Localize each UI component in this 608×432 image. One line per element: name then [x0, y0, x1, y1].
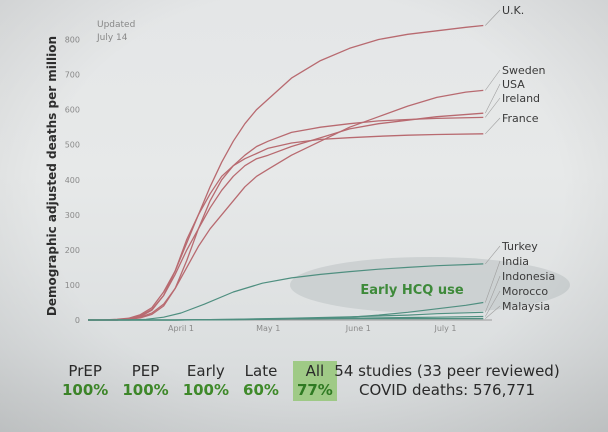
y-tick-label: 500 [65, 141, 80, 150]
label-leader [485, 305, 501, 319]
study-summary: 54 studies (33 peer reviewed) COVID deat… [327, 362, 567, 400]
y-tick-label: 800 [65, 36, 80, 45]
y-axis-label: Demographic adjusted deaths per million [45, 36, 59, 316]
series-label: France [502, 112, 539, 125]
update-note: July 14 [96, 33, 128, 43]
series-line-sweden [88, 89, 484, 321]
stat-value: 77% [296, 381, 333, 399]
series-line-turkey [88, 263, 484, 321]
series-label: Turkey [501, 240, 538, 253]
annotation-label: Early HCQ use [360, 283, 464, 298]
x-tick-label: May 1 [256, 324, 280, 333]
label-leader [485, 290, 501, 317]
stat-late: Late 60% [243, 362, 279, 400]
y-tick-label: 400 [65, 176, 80, 185]
y-tick-label: 100 [65, 281, 80, 290]
stat-label: Early [186, 362, 225, 380]
stat-value: 60% [243, 381, 279, 399]
series-line-uk [88, 24, 484, 321]
label-leader [485, 245, 501, 265]
stat-all: All 77% [292, 361, 337, 401]
series-label: U.K. [502, 4, 524, 17]
stat-label: PEP [131, 362, 160, 380]
label-leader [485, 117, 501, 135]
stat-value: 100% [122, 381, 169, 399]
y-tick-label: 700 [65, 71, 80, 80]
series-label: Indonesia [502, 270, 555, 283]
label-leader [484, 260, 501, 303]
x-tick-label: April 1 [168, 324, 194, 333]
stat-label: All [305, 362, 325, 380]
y-tick-label: 300 [65, 211, 80, 220]
deaths-chart: Early HCQ use 0 100 200 300 400 500 600 700 800 Ap… [45, 4, 570, 333]
series-line-ireland [88, 116, 484, 321]
effectiveness-stats: PrEP 100% PEP 100% Early 100% Late 60% A… [62, 361, 337, 401]
series-label: USA [502, 78, 525, 91]
label-leader [485, 97, 501, 118]
label-leader [485, 69, 501, 91]
label-leader [485, 9, 501, 26]
y-tick-label: 0 [75, 316, 80, 325]
series-label: India [502, 255, 529, 268]
y-tick-label: 600 [65, 106, 80, 115]
update-note: Updated [97, 20, 135, 30]
label-leader [485, 83, 501, 114]
series-label: Morocco [502, 285, 548, 298]
stat-label: PrEP [68, 362, 102, 380]
x-tick-label: July 1 [433, 324, 456, 333]
studies-count: 54 studies (33 peer reviewed) [334, 362, 560, 380]
stat-value: 100% [182, 381, 230, 399]
stat-prep: PrEP 100% [62, 362, 108, 400]
y-tick-label: 200 [65, 246, 80, 255]
stat-label: Late [244, 362, 278, 380]
x-tick-label: June 1 [345, 324, 371, 333]
stat-early: Early 100% [183, 362, 229, 400]
stat-value: 100% [62, 381, 109, 399]
stat-pep: PEP 100% [122, 362, 168, 400]
label-leader [485, 275, 501, 313]
series-label: Ireland [502, 92, 540, 105]
series-label: Malaysia [502, 300, 550, 313]
series-line-malaysia [88, 318, 484, 321]
series-label: Sweden [502, 64, 545, 77]
series-line-france [88, 133, 484, 321]
covid-deaths: COVID deaths: 576,771 [358, 381, 535, 399]
